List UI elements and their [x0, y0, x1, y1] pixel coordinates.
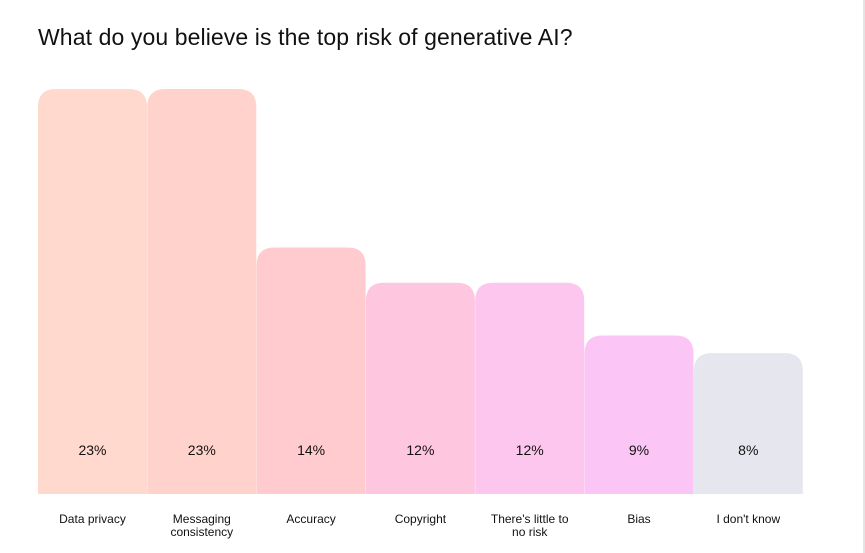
- bar: [147, 89, 257, 494]
- bar-value-label: 8%: [738, 442, 758, 458]
- bar: [365, 282, 475, 494]
- category-label: no risk: [512, 525, 548, 539]
- category-label: Accuracy: [286, 512, 335, 526]
- category-label: Copyright: [395, 512, 447, 526]
- chart-title: What do you believe is the top risk of g…: [38, 24, 573, 50]
- category-label: There's little to: [491, 512, 569, 526]
- bar-value-label: 12%: [516, 442, 544, 458]
- category-label: Messaging: [173, 512, 231, 526]
- bar-value-label: 9%: [629, 442, 649, 458]
- bar-group: 12% Copyright: [365, 282, 475, 526]
- bar-value-label: 23%: [78, 442, 106, 458]
- category-label: consistency: [170, 525, 233, 539]
- bar-group: 23% Data privacy: [38, 89, 147, 526]
- category-label: Bias: [627, 512, 650, 526]
- category-label: I don't know: [716, 512, 780, 526]
- bar-value-label: 14%: [297, 442, 325, 458]
- bar: [584, 335, 694, 494]
- bar: [38, 89, 147, 494]
- category-label: Data privacy: [59, 512, 126, 526]
- bar-value-label: 12%: [406, 442, 434, 458]
- bar-value-label: 23%: [188, 442, 216, 458]
- frame-edge: [863, 0, 865, 553]
- bar: [256, 247, 366, 494]
- bar-group: 8% I don't know: [693, 353, 803, 526]
- bar: [693, 353, 803, 494]
- bar-group: 14% Accuracy: [256, 247, 366, 526]
- bar: [475, 282, 585, 494]
- bar-group: 9% Bias: [584, 335, 694, 526]
